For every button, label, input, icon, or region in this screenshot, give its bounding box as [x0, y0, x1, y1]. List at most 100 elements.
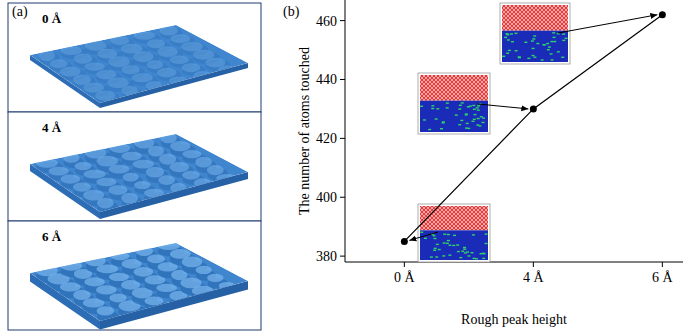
bump-light	[60, 261, 82, 271]
bump-light	[97, 306, 115, 315]
x-tick-label: 6 Å	[652, 270, 674, 285]
bump-light	[109, 165, 130, 174]
bump-light	[61, 46, 82, 55]
y-tick-label: 440	[316, 72, 337, 87]
bump-light	[121, 193, 138, 204]
inset-dot	[447, 234, 450, 235]
y-tick	[340, 20, 345, 21]
inset-dot	[511, 41, 514, 42]
inset-bottom	[502, 31, 568, 62]
inset-dot	[565, 38, 568, 39]
inset-dot	[446, 102, 449, 103]
inset-dot	[482, 117, 485, 118]
inset-dot	[504, 37, 507, 38]
data-point	[659, 11, 666, 18]
data-line	[404, 15, 662, 242]
bump-light	[193, 50, 215, 60]
bump-light	[84, 63, 104, 71]
inset-dot	[448, 245, 451, 246]
inset-dot	[477, 118, 480, 119]
inset-dot	[508, 50, 511, 51]
y-tick	[340, 197, 345, 198]
bump-light	[110, 143, 131, 153]
y-tick-label: 400	[316, 190, 337, 205]
inset-dot	[420, 232, 423, 233]
inset-dot	[532, 38, 535, 39]
inset-dot	[472, 105, 475, 106]
x-tick	[662, 262, 663, 267]
bump-light	[111, 36, 130, 45]
inset-dot	[506, 52, 509, 53]
bump-light	[205, 58, 225, 68]
inset-dot	[471, 252, 474, 253]
panel-label: 6 Å	[42, 229, 62, 244]
inset-dot	[546, 43, 549, 44]
bump-light	[170, 55, 189, 64]
y-axis	[345, 0, 346, 262]
inset-dot	[446, 107, 449, 108]
inset-dot	[443, 242, 446, 243]
inset-dot	[459, 105, 462, 106]
bump-light	[207, 274, 224, 282]
inset-top	[502, 5, 568, 31]
panel-frame	[8, 3, 261, 112]
bump-light	[144, 297, 163, 306]
inset-dot	[533, 35, 536, 36]
inset-dot	[459, 257, 462, 258]
x-tick-label: 4 Å	[523, 270, 545, 285]
bump-light	[121, 65, 139, 74]
inset-dot	[524, 42, 527, 43]
inset-dot	[551, 59, 554, 60]
y-tick	[340, 138, 345, 139]
inset-dot	[443, 234, 446, 235]
inset-dot	[473, 109, 476, 110]
inset-dot	[448, 254, 451, 255]
bump-light	[158, 242, 180, 250]
inset-dot	[457, 251, 460, 252]
y-axis-label: The number of atoms touched	[297, 47, 312, 215]
inset-dot	[436, 108, 439, 109]
inset-dot	[433, 238, 436, 239]
bump-light	[123, 173, 139, 182]
inset-dot	[502, 56, 505, 57]
inset-dot	[458, 108, 461, 109]
bump-light	[196, 266, 212, 274]
inset-dot	[423, 119, 426, 120]
inset-dot	[550, 53, 553, 54]
bump-light	[63, 153, 79, 162]
bump-light	[83, 83, 104, 93]
inset-dot	[455, 114, 458, 115]
inset-dot	[442, 255, 445, 256]
inset-dot	[458, 124, 461, 125]
bump-light	[96, 265, 118, 274]
inset-dot	[467, 128, 470, 129]
inset-dot	[475, 258, 478, 259]
bump-light	[146, 167, 164, 178]
inset-top	[420, 206, 488, 230]
bump-light	[134, 181, 150, 189]
surface-panel: 0 Å	[8, 3, 261, 112]
bump-light	[48, 167, 69, 176]
inset-dot	[460, 120, 463, 121]
inset-dot	[527, 58, 530, 59]
inset-dot	[461, 102, 464, 103]
bump-light	[147, 39, 165, 48]
bump-light	[108, 56, 130, 67]
inset-dot	[557, 51, 560, 52]
bump-light	[107, 77, 129, 88]
inset-frame	[418, 204, 490, 262]
inset-dot	[430, 256, 433, 257]
inset	[418, 204, 490, 262]
inset-dot	[553, 37, 556, 38]
inset-bottom	[420, 101, 488, 132]
y-tick-label: 420	[316, 131, 337, 146]
bump-light	[86, 256, 106, 267]
inset-dot	[452, 245, 455, 246]
surface-base	[30, 134, 248, 212]
plot-area	[401, 11, 666, 245]
bump-light	[111, 252, 130, 261]
bump-light	[182, 171, 200, 180]
surface-base	[30, 243, 248, 321]
inset-dot	[507, 39, 510, 40]
inset-dot	[533, 56, 536, 57]
